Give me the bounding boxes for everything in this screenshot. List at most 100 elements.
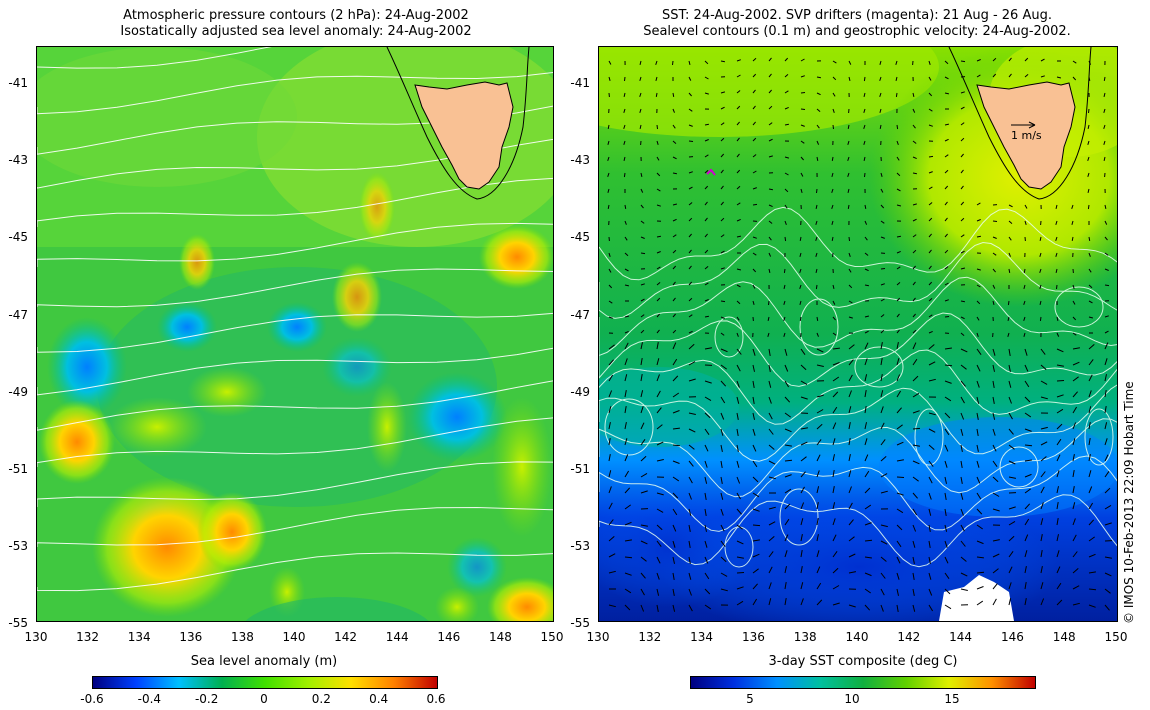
velocity-vector — [879, 76, 882, 81]
sealevel-contour-line — [599, 206, 1117, 281]
right-title: SST: 24-Aug-2002. SVP drifters (magenta)… — [598, 8, 1116, 40]
velocity-vector — [928, 444, 935, 450]
velocity-vector — [1008, 566, 1013, 574]
velocity-vector — [768, 536, 775, 542]
velocity-vector — [1023, 268, 1026, 273]
velocity-vector — [640, 236, 645, 239]
eddy-contour — [779, 488, 819, 546]
velocity-vector — [640, 439, 646, 446]
velocity-vector — [992, 284, 996, 289]
longitude-tick-label: 148 — [1052, 630, 1076, 644]
velocity-vector — [783, 332, 786, 337]
velocity-vector — [672, 476, 680, 482]
velocity-vector — [815, 220, 818, 225]
velocity-vector — [784, 348, 788, 356]
velocity-vector — [656, 604, 659, 612]
velocity-vector — [783, 316, 786, 321]
velocity-vector — [912, 203, 917, 206]
velocity-vector — [623, 92, 626, 98]
velocity-vector — [815, 236, 818, 241]
eddy-contour — [999, 446, 1039, 488]
velocity-vector — [848, 236, 850, 242]
velocity-vector — [736, 412, 739, 420]
latitude-tick-label: -43 — [8, 153, 28, 168]
velocity-vector — [640, 540, 648, 545]
velocity-vector — [768, 476, 776, 480]
velocity-vector — [960, 332, 965, 336]
velocity-vector — [672, 172, 678, 175]
velocity-vector — [720, 153, 725, 158]
velocity-vector — [1056, 582, 1062, 590]
velocity-vector — [768, 236, 772, 241]
velocity-vector — [848, 374, 853, 382]
velocity-vector — [1056, 550, 1060, 558]
velocity-vector — [752, 412, 755, 420]
velocity-vector — [816, 599, 823, 606]
velocity-vector — [672, 358, 678, 366]
velocity-vector — [784, 106, 789, 110]
velocity-vector — [1040, 426, 1048, 430]
velocity-vector — [720, 201, 724, 206]
velocity-vector — [672, 508, 678, 516]
velocity-vector — [720, 106, 725, 110]
velocity-vector — [848, 60, 852, 65]
velocity-vector — [912, 281, 916, 286]
velocity-vector — [672, 342, 677, 350]
velocity-vector — [784, 474, 792, 478]
velocity-vector — [960, 444, 963, 452]
velocity-vector — [736, 153, 740, 158]
velocity-vector — [640, 604, 645, 612]
velocity-vector — [976, 556, 984, 559]
velocity-vector — [752, 568, 759, 574]
sst-colorbar-tick: 5 — [746, 692, 754, 706]
velocity-vector — [880, 329, 885, 334]
velocity-vector — [704, 60, 709, 65]
velocity-vector — [928, 265, 932, 270]
velocity-vector — [832, 470, 835, 478]
velocity-vector — [688, 556, 691, 564]
sealevel-contour-line — [599, 384, 1117, 462]
velocity-vector — [624, 358, 628, 366]
velocity-vector — [640, 314, 645, 318]
velocity-vector — [816, 409, 824, 414]
velocity-vector — [624, 220, 627, 225]
longitude-tick-label: 140 — [282, 630, 306, 644]
velocity-vector — [992, 364, 995, 372]
velocity-vector — [1072, 534, 1077, 542]
velocity-vector — [800, 502, 805, 510]
velocity-vector — [896, 374, 901, 382]
velocity-vector — [1024, 566, 1027, 574]
velocity-vector — [640, 358, 643, 366]
velocity-vector — [688, 108, 693, 112]
velocity-vector — [848, 553, 856, 558]
left-colorbar-label: Sea level anomaly (m) — [190, 654, 338, 669]
velocity-vector — [688, 265, 692, 270]
velocity-vector — [816, 439, 822, 446]
velocity-vector — [1072, 585, 1080, 590]
velocity-vector — [752, 444, 757, 452]
longitude-tick-label: 150 — [1104, 630, 1128, 644]
velocity-vector — [960, 137, 965, 142]
velocity-vector — [815, 284, 818, 290]
velocity-vector — [1103, 92, 1106, 98]
velocity-vector — [976, 364, 981, 372]
velocity-vector — [656, 424, 663, 430]
latitude-tick-label: -49 — [570, 384, 590, 399]
velocity-vector — [800, 441, 808, 446]
velocity-vector — [688, 492, 692, 500]
velocity-vector — [688, 476, 693, 484]
velocity-vector — [736, 235, 742, 238]
velocity-vector — [880, 314, 885, 318]
velocity-vector — [1072, 454, 1075, 462]
velocity-vector — [624, 204, 627, 209]
velocity-vector — [864, 604, 871, 611]
velocity-vector — [960, 169, 964, 174]
velocity-vector — [1071, 220, 1074, 225]
velocity-vector — [832, 486, 835, 494]
velocity-vector — [752, 203, 758, 206]
velocity-vector — [752, 396, 755, 404]
velocity-vector — [960, 60, 966, 63]
velocity-vector — [912, 140, 917, 144]
velocity-vector — [1040, 58, 1045, 62]
velocity-vector — [976, 508, 983, 515]
